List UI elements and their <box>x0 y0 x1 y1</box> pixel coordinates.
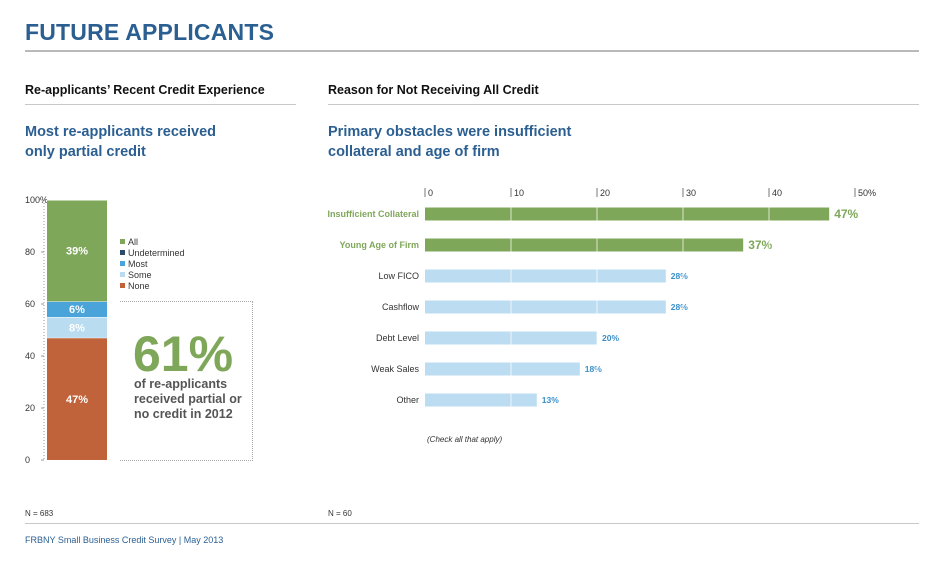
legend-label: Undetermined <box>128 247 185 258</box>
segment-label: 47% <box>66 394 88 406</box>
legend-swatch <box>120 250 125 255</box>
x-tick-label: 40 <box>772 188 782 198</box>
y-tick-label: 100% <box>25 195 48 205</box>
legend-item: Most <box>120 258 185 269</box>
bar <box>425 269 666 283</box>
legend-swatch <box>120 261 125 266</box>
left-headline: Most re-applicants received only partial… <box>25 122 216 162</box>
left-section-divider <box>25 104 296 105</box>
stacked-chart-legend: All Undetermined Most Some None <box>120 236 185 291</box>
x-tick-label: 0 <box>428 188 433 198</box>
category-label: Cashflow <box>382 302 420 312</box>
bar-value-label: 47% <box>834 207 858 221</box>
left-section-title: Re-applicants’ Recent Credit Experience <box>25 83 265 97</box>
right-section-title: Reason for Not Receiving All Credit <box>328 83 539 97</box>
segment-label: 6% <box>69 304 85 316</box>
right-headline-line2: collateral and age of firm <box>328 144 500 160</box>
right-headline: Primary obstacles were insufficient coll… <box>328 122 571 162</box>
category-label: Debt Level <box>376 333 419 343</box>
check-all-note: (Check all that apply) <box>427 435 503 444</box>
legend-swatch <box>120 283 125 288</box>
horizontal-bar-chart: 0 10 20 30 40 50% Insufficient Collateral 47% Y… <box>327 188 876 413</box>
y-tick-label: 40 <box>25 351 35 361</box>
y-tick-label: 0 <box>25 455 30 465</box>
left-n-note: N = 683 <box>25 509 54 518</box>
footer-source: FRBNY Small Business Credit Survey | May… <box>25 535 224 545</box>
callout-line3: no credit in 2012 <box>134 407 233 421</box>
stacked-segment-all <box>47 200 107 302</box>
stacked-segment-some <box>47 317 107 338</box>
bar-value-label: 13% <box>542 395 559 405</box>
bar-value-label: 20% <box>602 333 619 343</box>
legend-item: Some <box>120 269 185 280</box>
category-label: Low FICO <box>378 271 419 281</box>
stacked-chart-y-axis: 0 20 40 60 80 100% <box>25 195 48 465</box>
left-headline-line1: Most re-applicants received <box>25 124 216 140</box>
footer-divider <box>25 523 919 524</box>
bar-value-label: 37% <box>748 238 772 252</box>
bar-value-label: 28% <box>671 302 688 312</box>
right-headline-line1: Primary obstacles were insufficient <box>328 124 572 140</box>
legend-swatch <box>120 272 125 277</box>
segment-label: 39% <box>66 246 88 258</box>
bar <box>425 238 744 252</box>
stacked-segment-most <box>47 301 107 317</box>
segment-label: 8% <box>69 322 85 334</box>
hbar-chart-x-axis: 0 10 20 30 40 50% <box>424 188 876 198</box>
bar-value-label: 28% <box>671 271 688 281</box>
legend-label: None <box>128 280 150 291</box>
stacked-chart-bars: 47% 8% 6% 39% <box>47 199 107 460</box>
callout-box <box>120 301 253 461</box>
category-label: Insufficient Collateral <box>327 209 419 219</box>
bar <box>425 393 537 407</box>
x-tick-label: 20 <box>600 188 610 198</box>
stacked-bar-chart: 0 20 40 60 80 100% 47% 8% 6% 39% <box>25 195 107 465</box>
legend-label: Most <box>128 258 148 269</box>
bar <box>425 207 830 221</box>
y-tick-label: 20 <box>25 403 35 413</box>
hbar-chart-bars: Insufficient Collateral 47% Young Age of F… <box>327 201 859 413</box>
stacked-segment-none <box>47 337 107 460</box>
x-tick-label: 50% <box>858 188 876 198</box>
x-tick-label: 30 <box>686 188 696 198</box>
y-tick-label: 60 <box>25 299 35 309</box>
callout-description: of re-applicants received partial or no … <box>134 377 254 422</box>
callout-line1: of re-applicants <box>134 377 228 391</box>
callout-line2: received partial or <box>134 392 242 406</box>
title-divider <box>25 50 919 52</box>
bar <box>425 300 666 314</box>
category-label: Other <box>396 395 419 405</box>
bar-value-label: 18% <box>585 364 602 374</box>
callout-value: 61% <box>133 326 234 382</box>
right-section-divider <box>328 104 919 105</box>
page-title: FUTURE APPLICANTS <box>25 19 275 45</box>
legend-swatch <box>120 239 125 244</box>
x-tick-label: 10 <box>514 188 524 198</box>
legend-item: All <box>120 236 185 247</box>
legend-label: Some <box>128 269 152 280</box>
bar <box>425 362 580 376</box>
legend-label: All <box>128 236 139 247</box>
left-headline-line2: only partial credit <box>25 144 146 160</box>
category-label: Weak Sales <box>371 364 419 374</box>
legend-item: None <box>120 280 185 291</box>
right-n-note: N = 60 <box>328 509 352 518</box>
y-tick-label: 80 <box>25 247 35 257</box>
category-label: Young Age of Firm <box>340 240 420 250</box>
legend-item: Undetermined <box>120 247 185 258</box>
